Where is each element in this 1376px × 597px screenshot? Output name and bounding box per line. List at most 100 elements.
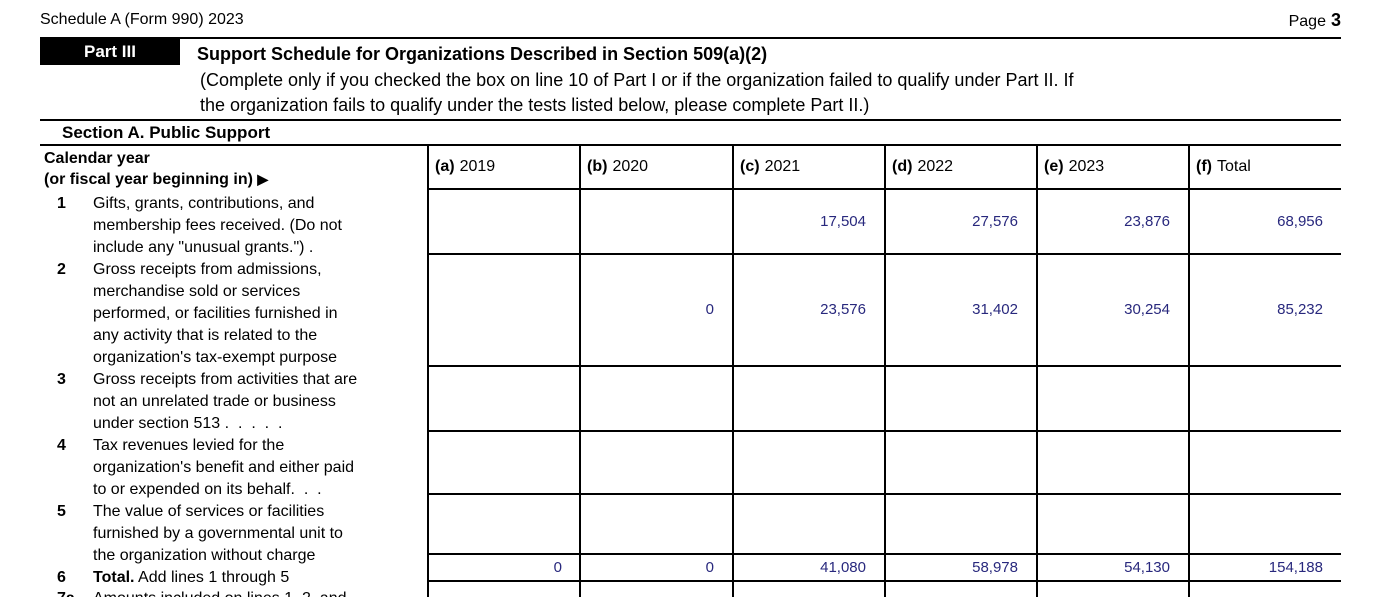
cell-2e: 30,254 [1124, 301, 1170, 318]
line-number: 5 [57, 503, 66, 520]
grid-vline [1036, 144, 1038, 597]
cell-2d: 31,402 [972, 301, 1018, 318]
grid-hline [427, 188, 1341, 190]
label-line: any activity that is related to the [93, 327, 318, 344]
grid-vline [732, 144, 734, 597]
cell-1d: 27,576 [972, 212, 1018, 230]
col-header-c: (c) 2021 [740, 145, 880, 188]
cell-1c: 17,504 [820, 212, 866, 230]
calendar-year-header: Calendar year (or fiscal year beginning … [44, 149, 268, 190]
col-header-f: (f) Total [1196, 145, 1336, 188]
label-line: organization's tax-exempt purpose [93, 349, 338, 366]
grid-hline [427, 253, 1341, 255]
row-6-label: 6 Total. Add lines 1 through 5 [57, 567, 429, 589]
row-2-label: 2 Gross receipts from admissions, mercha… [57, 259, 429, 369]
col-letter: (f) [1196, 157, 1212, 175]
line-number: 6 [57, 569, 66, 586]
label-line: Amounts included on lines 1, 2, and [93, 588, 429, 597]
col-year: 2022 [917, 157, 954, 175]
grid-vline [1188, 144, 1190, 597]
label-line: membership fees received. (Do not [93, 217, 342, 234]
cell-2b: 0 [705, 301, 714, 318]
col-letter: (d) [892, 157, 913, 175]
line-number: 1 [57, 195, 66, 212]
part-subtitle-line2: the organization fails to qualify under … [200, 95, 870, 115]
label-line: Gifts, grants, contributions, and [93, 195, 315, 212]
label-line: merchandise sold or services [93, 283, 301, 300]
cell-6f: 154,188 [1268, 558, 1323, 576]
grid-hline [427, 553, 1341, 555]
line-number: 3 [57, 371, 66, 388]
line-number: 7a [57, 588, 75, 597]
calendar-year-line2: (or fiscal year beginning in) [44, 171, 253, 188]
col-header-e: (e) 2023 [1044, 145, 1184, 188]
label-line: furnished by a governmental unit to [93, 525, 343, 542]
col-letter: (e) [1044, 157, 1064, 175]
form-id-label: Schedule A (Form 990) 2023 [40, 11, 244, 28]
grid-hline [427, 365, 1341, 367]
row-5-label: 5 The value of services or facilities fu… [57, 501, 429, 567]
total-bold-label: Total. [93, 569, 135, 586]
rule-under-subtitle [40, 119, 1341, 121]
cell-6a: 0 [553, 558, 562, 576]
col-header-a: (a) 2019 [435, 145, 575, 188]
label-line: under section 513 . . . . . [93, 415, 283, 432]
grid-hline [427, 430, 1341, 432]
label-line: performed, or facilities furnished in [93, 305, 338, 322]
calendar-year-line1: Calendar year [44, 150, 150, 167]
col-header-b: (b) 2020 [587, 145, 727, 188]
line-number: 2 [57, 261, 66, 278]
label-line: Gross receipts from admissions, [93, 261, 322, 278]
page-label: Page [1288, 13, 1326, 30]
label-line: to or expended on its behalf. . . [93, 481, 322, 498]
cell-6d: 58,978 [972, 558, 1018, 576]
label-line: Total. Add lines 1 through 5 [93, 567, 429, 589]
label-line: Tax revenues levied for the [93, 437, 285, 454]
row-1-label: 1 Gifts, grants, contributions, and memb… [57, 193, 429, 259]
grid-vline [427, 144, 429, 597]
cell-6c: 41,080 [820, 558, 866, 576]
grid-vline [579, 144, 581, 597]
part-subtitle: (Complete only if you checked the box on… [200, 68, 1074, 118]
row-3-label: 3 Gross receipts from activities that ar… [57, 369, 429, 435]
label-line: organization's benefit and either paid [93, 459, 355, 476]
col-header-d: (d) 2022 [892, 145, 1032, 188]
cell-6e: 54,130 [1124, 558, 1170, 576]
grid-hline [427, 493, 1341, 495]
rule-top [40, 37, 1341, 39]
label-line: The value of services or facilities [93, 503, 325, 520]
row-7a-label: 7a Amounts included on lines 1, 2, and [57, 588, 429, 597]
cell-2c: 23,576 [820, 301, 866, 318]
part-iii-label: Part III [84, 42, 136, 61]
rule-under-section-title [40, 144, 1341, 146]
total-rest-label: Add lines 1 through 5 [138, 569, 290, 586]
cell-2f: 85,232 [1277, 301, 1323, 318]
page-number: Page 3 [1289, 10, 1341, 31]
line-number: 4 [57, 437, 66, 454]
col-year: 2023 [1068, 157, 1105, 175]
col-letter: (c) [740, 157, 760, 175]
section-a-title: Section A. Public Support [62, 123, 271, 142]
grid-vline [884, 144, 886, 597]
label-line: include any "unusual grants.") . [93, 239, 314, 256]
right-arrow-icon: ▶ [257, 171, 269, 187]
grid-hline [427, 580, 1341, 582]
cell-1e: 23,876 [1124, 212, 1170, 230]
cell-6b: 0 [705, 558, 714, 576]
label-line: Gross receipts from activities that are [93, 371, 358, 388]
page-number-value: 3 [1330, 10, 1341, 30]
col-year: 2020 [612, 157, 649, 175]
col-year: 2021 [764, 157, 801, 175]
part-subtitle-line1: (Complete only if you checked the box on… [200, 70, 1074, 90]
col-letter: (b) [587, 157, 608, 175]
cell-1f: 68,956 [1277, 212, 1323, 230]
col-letter: (a) [435, 157, 455, 175]
part-title: Support Schedule for Organizations Descr… [197, 44, 768, 64]
label-line: the organization without charge [93, 547, 316, 564]
row-4-label: 4 Tax revenues levied for the organizati… [57, 435, 429, 501]
label-line: not an unrelated trade or business [93, 393, 336, 410]
part-iii-badge: Part III [40, 39, 180, 65]
col-year: 2019 [459, 157, 496, 175]
col-year: Total [1216, 157, 1251, 175]
